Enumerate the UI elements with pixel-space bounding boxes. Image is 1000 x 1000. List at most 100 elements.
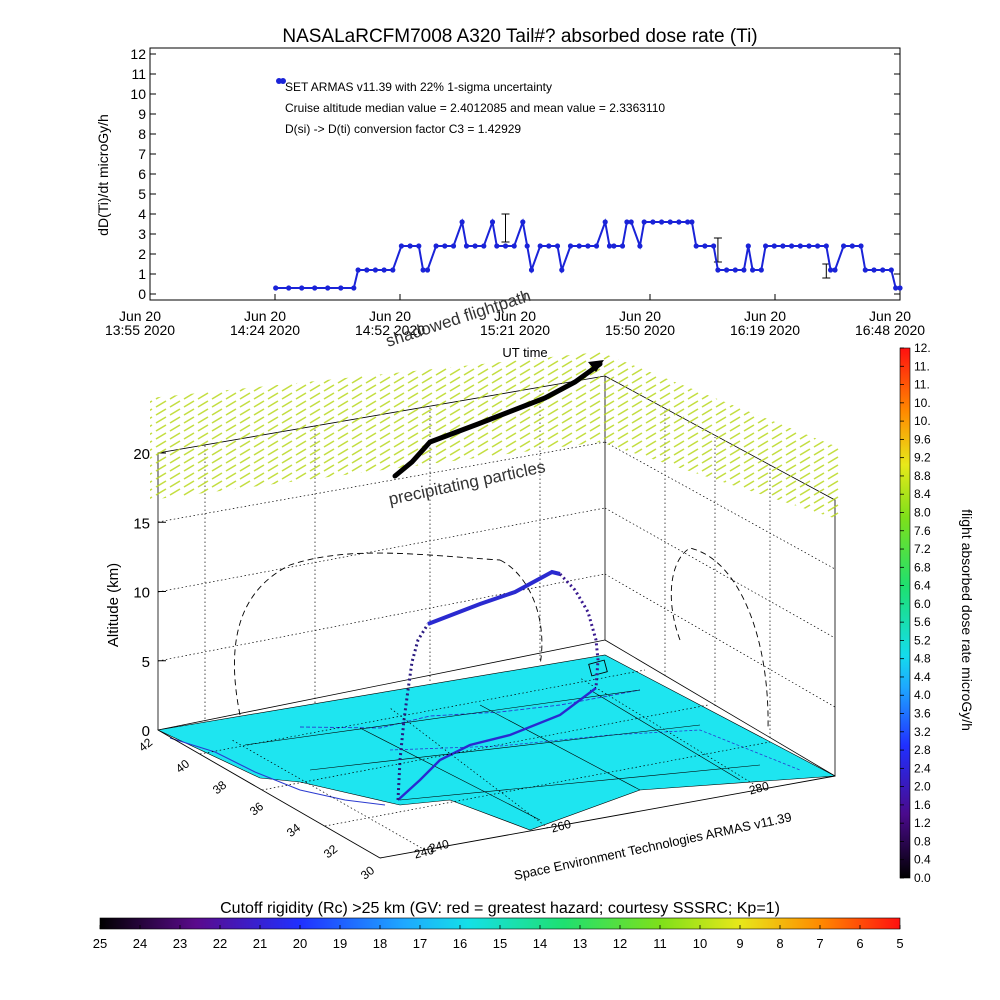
data-point bbox=[763, 243, 769, 249]
dose-colorbar-tick-label: 7.2 bbox=[914, 542, 931, 556]
data-point bbox=[472, 243, 478, 249]
legend-marker bbox=[280, 78, 286, 84]
data-point bbox=[893, 285, 899, 291]
data-point bbox=[511, 243, 517, 249]
floor-front-left-edge bbox=[157, 729, 381, 859]
dose-colorbar-tick-label: 2.8 bbox=[914, 743, 931, 757]
data-point bbox=[585, 243, 591, 249]
data-point bbox=[685, 219, 691, 225]
map-grid-lines bbox=[244, 689, 761, 821]
dashed-outlines bbox=[234, 547, 769, 731]
dose-colorbar-ramp bbox=[899, 347, 911, 879]
y-tick-label: 4 bbox=[138, 206, 146, 222]
data-point bbox=[364, 267, 370, 273]
altitude-tick-label: 15 bbox=[133, 515, 150, 532]
data-point bbox=[849, 243, 855, 249]
y-tick-label: 1 bbox=[138, 266, 146, 282]
data-point bbox=[771, 243, 777, 249]
data-point bbox=[559, 267, 565, 273]
shadowed-flightpath-arrow bbox=[588, 360, 604, 372]
data-point bbox=[273, 285, 279, 291]
annotation-line: Cruise altitude median value = 2.4012085… bbox=[285, 101, 665, 115]
data-point bbox=[433, 243, 439, 249]
rigidity-colorbar-title: Cutoff rigidity (Rc) >25 km (GV: red = g… bbox=[220, 900, 780, 917]
floor-grid-line bbox=[231, 739, 426, 851]
y-tick-label: 11 bbox=[131, 66, 146, 82]
rigidity-tick-label: 13 bbox=[573, 936, 587, 951]
data-point bbox=[806, 243, 812, 249]
dose-colorbar-tick-label: 3.6 bbox=[914, 707, 931, 721]
data-point bbox=[745, 243, 751, 249]
x-tick-label: 15:21 2020 bbox=[480, 322, 550, 338]
coastline bbox=[169, 737, 386, 806]
grid-line bbox=[157, 573, 606, 662]
map-grid-line bbox=[309, 724, 701, 771]
altitude-tick-label: 0 bbox=[142, 723, 150, 740]
timeseries-error-bars bbox=[501, 213, 831, 279]
data-point bbox=[689, 219, 695, 225]
data-point bbox=[554, 243, 561, 249]
altitude-tick-label: 5 bbox=[142, 654, 150, 671]
data-point bbox=[628, 219, 634, 225]
dose-colorbar-tick-label: 4.4 bbox=[914, 670, 931, 684]
annotation-line: D(si) -> D(ti) conversion factor C3 = 1.… bbox=[285, 122, 521, 136]
data-point bbox=[724, 267, 730, 273]
data-point bbox=[338, 285, 344, 291]
data-point bbox=[741, 267, 747, 273]
rigidity-tick-label: 6 bbox=[856, 936, 863, 951]
rigidity-tick-label: 9 bbox=[736, 936, 743, 951]
latitude-tick-label: 32 bbox=[321, 842, 340, 861]
data-point bbox=[463, 243, 470, 249]
rigidity-tick-label: 14 bbox=[533, 936, 547, 951]
data-point bbox=[897, 285, 903, 291]
data-point bbox=[416, 243, 422, 249]
data-point bbox=[489, 219, 496, 225]
y-tick-label: 5 bbox=[138, 186, 146, 202]
x-tick-label: 13:55 2020 bbox=[105, 322, 175, 338]
shadowed-flightpath-line bbox=[392, 361, 603, 479]
data-point bbox=[420, 267, 426, 273]
floor-dotted-lines bbox=[199, 669, 771, 851]
floor-front-right-edge bbox=[379, 775, 836, 859]
y-tick-label: 0 bbox=[138, 286, 146, 302]
dose-colorbar-tick-label: 8.4 bbox=[914, 487, 931, 501]
floor-grid-line bbox=[579, 677, 761, 789]
data-point bbox=[450, 243, 457, 249]
data-point bbox=[537, 243, 543, 249]
map-grid-line bbox=[359, 727, 541, 821]
data-point bbox=[711, 243, 717, 249]
floor-grid-line bbox=[199, 669, 646, 755]
dose-colorbar-tick-label: 0.8 bbox=[914, 834, 931, 848]
y-tick-label: 10 bbox=[130, 86, 146, 102]
dose-colorbar-tick-label: 4.0 bbox=[914, 688, 931, 702]
rigidity-tick-label: 10 bbox=[693, 936, 707, 951]
floor-grid-line bbox=[324, 741, 771, 827]
data-point bbox=[528, 267, 535, 273]
data-point bbox=[828, 267, 834, 273]
x-tick-label: Jun 20 bbox=[619, 308, 661, 324]
y-tick-label: 2 bbox=[138, 246, 146, 262]
x-tick-label: Jun 20 bbox=[494, 308, 536, 324]
floor-edge bbox=[157, 639, 606, 731]
map-grid-line bbox=[399, 764, 761, 801]
rigidity-colorbar: Cutoff rigidity (Rc) >25 km (GV: red = g… bbox=[93, 900, 904, 951]
altitude-axis-label: Altitude (km) bbox=[105, 563, 122, 647]
dashed-ring-left bbox=[234, 552, 501, 716]
rigidity-tick-label: 8 bbox=[776, 936, 783, 951]
rigidity-colorbar-ticks: 25 24 23 22 21 20 19 18 17 16 15 14 13 12 11 10 9 8 7 6 5 bbox=[93, 925, 904, 951]
grid-line bbox=[604, 507, 836, 639]
longitude-tick-label: 280 bbox=[747, 779, 770, 798]
data-point bbox=[823, 243, 829, 249]
dose-colorbar-tick-label: 4.8 bbox=[914, 652, 931, 666]
x-tick-label: Jun 20 bbox=[244, 308, 286, 324]
flight-climb bbox=[396, 623, 430, 801]
dose-colorbar-tick-label: 6.0 bbox=[914, 597, 931, 611]
dose-colorbar-tick-label: 5.6 bbox=[914, 615, 931, 629]
data-point bbox=[372, 267, 378, 273]
x-tick-label: 14:52 2020 bbox=[355, 322, 425, 338]
data-point bbox=[546, 243, 552, 249]
rigidity-tick-label: 19 bbox=[333, 936, 347, 951]
x-tick-label: Jun 20 bbox=[119, 308, 161, 324]
